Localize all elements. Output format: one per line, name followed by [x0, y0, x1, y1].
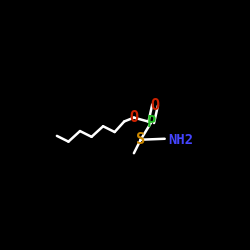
Text: P: P: [147, 115, 156, 130]
Text: O: O: [150, 98, 160, 112]
Text: S: S: [136, 132, 145, 147]
Text: O: O: [129, 110, 138, 125]
Text: NH2: NH2: [168, 133, 194, 147]
